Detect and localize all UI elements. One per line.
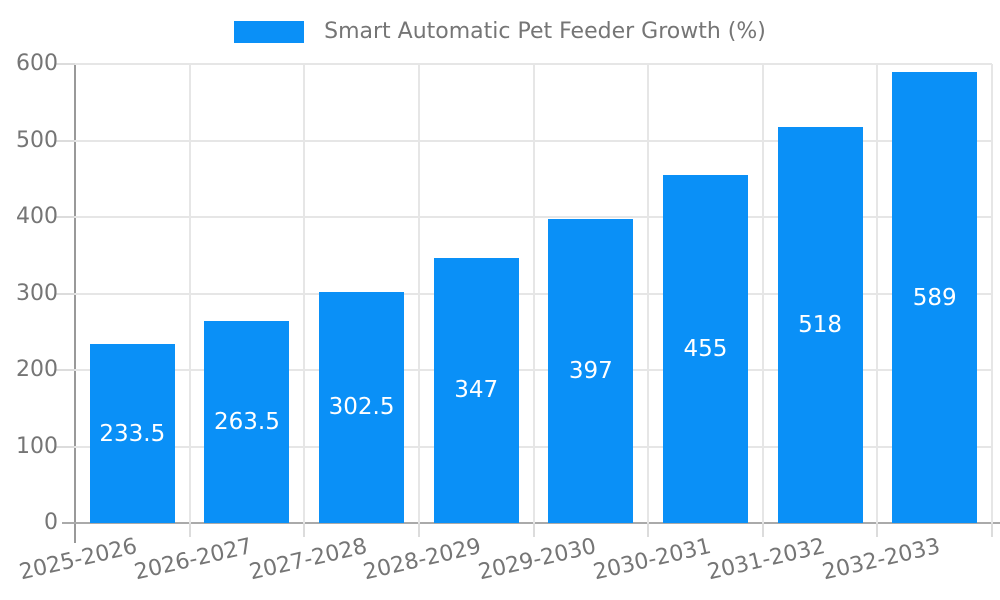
bar-2027-2028: 302.5 bbox=[319, 291, 405, 523]
x-axis-label: 2031-2032 bbox=[705, 534, 828, 586]
x-axis-label: 2032-2033 bbox=[819, 534, 943, 586]
bar-value-label: 233.5 bbox=[99, 420, 166, 447]
legend-label: Smart Automatic Pet Feeder Growth (%) bbox=[324, 19, 766, 44]
v-gridline bbox=[303, 64, 306, 523]
bar-2029-2030: 397 bbox=[548, 219, 634, 523]
y-axis-tick-label: 400 bbox=[16, 204, 58, 229]
y-tick-mark bbox=[56, 369, 75, 371]
x-axis-line bbox=[62, 522, 1000, 524]
legend-swatch bbox=[234, 20, 305, 43]
v-gridline bbox=[761, 64, 764, 523]
bar-2030-2031: 455 bbox=[662, 174, 748, 523]
bar-value-label: 455 bbox=[683, 335, 728, 362]
v-gridline bbox=[417, 64, 420, 523]
bar-2025-2026: 233.5 bbox=[89, 344, 175, 523]
bar-value-label: 397 bbox=[568, 358, 613, 385]
x-axis-label: 2028-2029 bbox=[361, 534, 484, 586]
x-tick-mark bbox=[647, 523, 650, 537]
y-tick-mark bbox=[56, 445, 75, 448]
y-axis-tick-label: 500 bbox=[16, 127, 58, 153]
bar-value-label: 302.5 bbox=[328, 394, 395, 421]
v-gridline bbox=[647, 64, 650, 523]
y-tick-mark bbox=[56, 63, 75, 65]
y-tick-mark bbox=[56, 292, 75, 295]
x-axis-label: 2025-2026 bbox=[17, 534, 140, 586]
legend: Smart Automatic Pet Feeder Growth (%) bbox=[0, 19, 1000, 44]
y-axis-tick-label: 300 bbox=[16, 280, 58, 306]
x-tick-mark bbox=[761, 523, 764, 537]
y-axis-tick-label: 100 bbox=[16, 433, 58, 459]
y-axis-tick-label: 0 bbox=[44, 510, 58, 535]
y-axis-tick-label: 600 bbox=[16, 51, 58, 76]
y-tick-mark bbox=[56, 139, 75, 142]
bar-2028-2029: 347 bbox=[433, 257, 519, 523]
x-tick-mark bbox=[188, 523, 191, 537]
bar-2031-2032: 518 bbox=[777, 126, 863, 523]
x-axis-label: 2026-2027 bbox=[132, 534, 255, 586]
bar-value-label: 589 bbox=[912, 284, 957, 311]
v-gridline bbox=[991, 64, 993, 523]
x-axis-label: 2030-2031 bbox=[590, 534, 714, 586]
v-gridline bbox=[188, 64, 191, 523]
x-axis-label: 2027-2028 bbox=[246, 534, 370, 586]
x-axis-label: 2029-2030 bbox=[475, 534, 599, 586]
x-tick-mark bbox=[303, 523, 306, 537]
bar-value-label: 347 bbox=[454, 377, 499, 404]
bar-value-label: 518 bbox=[798, 311, 843, 338]
bar-value-label: 263.5 bbox=[214, 409, 280, 436]
y-axis-tick-label: 200 bbox=[16, 357, 58, 382]
x-tick-mark bbox=[991, 523, 993, 537]
bar-2026-2027: 263.5 bbox=[204, 321, 290, 523]
x-tick-mark bbox=[876, 523, 879, 537]
x-tick-mark bbox=[532, 523, 535, 537]
x-tick-mark bbox=[417, 523, 420, 537]
bar-2032-2033: 589 bbox=[892, 72, 978, 523]
y-tick-mark bbox=[56, 216, 75, 218]
v-gridline bbox=[532, 64, 535, 523]
y-axis-line bbox=[74, 64, 76, 543]
v-gridline bbox=[876, 64, 879, 523]
